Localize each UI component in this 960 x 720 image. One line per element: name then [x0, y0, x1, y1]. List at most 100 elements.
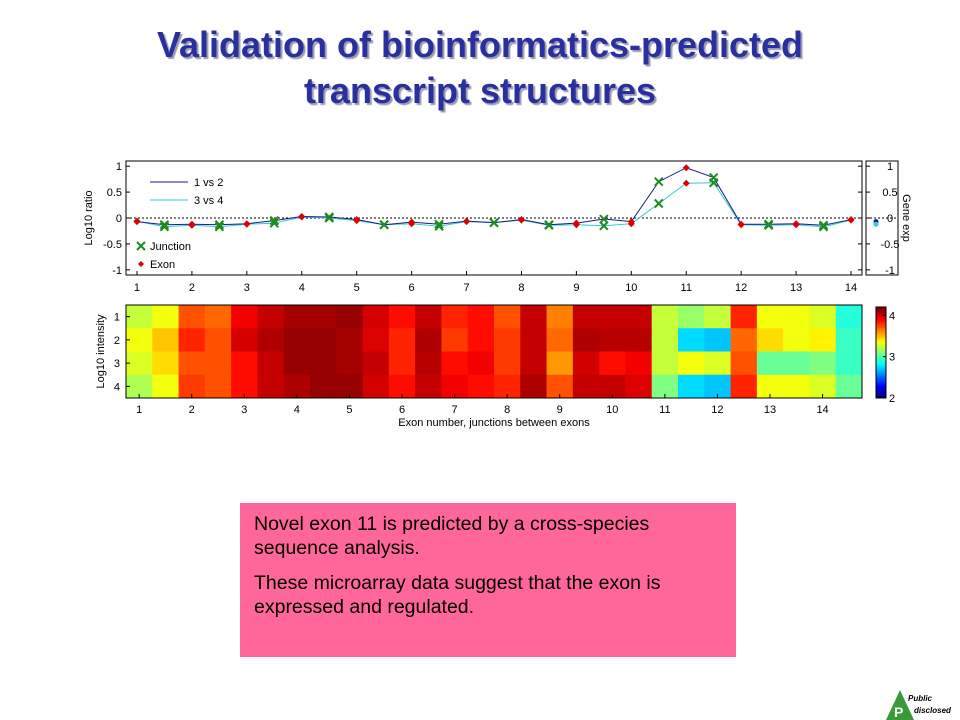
line-plot-legend: 1 vs 2 3 vs 4 Junction Exon: [136, 177, 223, 271]
heatmap-ylabel: Log10 intensity: [95, 314, 107, 388]
heatmap-cell: [441, 374, 469, 399]
callout-box: Novel exon 11 is predicted by a cross-sp…: [240, 503, 736, 657]
line-plot-ytick-label: 0: [116, 213, 122, 225]
slide-title: Validation of bioinformatics-predicted t…: [0, 22, 960, 114]
heatmap-row-label: 2: [114, 335, 120, 347]
colorbar-segment: [876, 391, 886, 394]
exon-marker: [298, 213, 306, 221]
heatmap-cell: [178, 305, 206, 329]
heatmap-cell: [756, 374, 784, 399]
heatmap-xtick-label: 14: [816, 404, 828, 416]
heatmap-cell: [283, 328, 311, 352]
heatmap-cell: [651, 374, 679, 399]
junction-marker: [379, 220, 389, 230]
logo-disclosed-text: disclosed: [914, 706, 951, 715]
heatmap-xlabel: Exon number, junctions between exons: [398, 417, 590, 429]
heatmap-cell: [257, 305, 285, 329]
exon-marker: [627, 220, 635, 228]
junction-marker-stroke: [159, 220, 170, 230]
legend-label-junction: Junction: [150, 241, 191, 253]
colorbar-segment: [876, 347, 886, 351]
heatmap-cell: [678, 328, 705, 352]
legend-label-series-2: 3 vs 4: [194, 195, 223, 207]
heatmap-cell: [310, 374, 337, 399]
heatmap-xtick-label: 5: [346, 404, 352, 416]
heatmap-cell: [231, 305, 258, 329]
colorbar-segment: [876, 338, 886, 342]
heatmap-cell: [809, 374, 837, 399]
heatmap-cell: [809, 328, 837, 352]
line-plot-xtick-label: 9: [573, 282, 579, 294]
heatmap-cell: [704, 351, 731, 376]
heatmap-xtick-label: 3: [241, 404, 247, 416]
heatmap-cell: [336, 305, 363, 329]
heatmap-row-label: 1: [114, 312, 120, 324]
heatmap-cell: [152, 351, 179, 376]
line-plot-ytick-label: 0.5: [107, 187, 122, 199]
junction-marker-stroke: [763, 220, 774, 230]
exon-marker: [243, 220, 251, 228]
colorbar-segment: [876, 379, 886, 383]
heatmap-cell: [520, 305, 547, 329]
side-panel-ytick-label: 0: [887, 213, 893, 225]
side-panel-ytick-label: -1: [885, 265, 895, 277]
colorbar-segment: [876, 318, 886, 322]
line-plot-xtick-label: 4: [299, 282, 305, 294]
heatmap-cell: [783, 374, 810, 399]
colorbar-segment: [876, 309, 886, 313]
heatmap-cell: [467, 374, 495, 399]
junction-marker-stroke: [654, 198, 664, 209]
heatmap-cell: [178, 374, 206, 399]
heatmap-cell: [835, 305, 863, 329]
heatmap-cell: [494, 305, 521, 329]
heatmap-cell: [310, 305, 337, 329]
heatmap-cell: [599, 374, 626, 399]
callout-paragraph-1: Novel exon 11 is predicted by a cross-sp…: [254, 513, 650, 559]
heatmap-cell: [599, 328, 626, 352]
exon-marker: [353, 217, 361, 225]
heatmap-cell: [283, 305, 311, 329]
line-plot-xtick-label: 12: [735, 282, 747, 294]
heatmap-cell: [467, 351, 495, 376]
heatmap-cell: [625, 351, 653, 376]
heatmap-cell: [704, 374, 731, 399]
colorbar-segment: [876, 361, 886, 365]
line-plot-ytick-label: -0.5: [103, 239, 122, 251]
heatmap-cell: [257, 328, 285, 352]
exon-marker: [682, 179, 690, 187]
colorbar-segment: [876, 313, 886, 317]
line-plot-ytick-label: 1: [116, 161, 122, 173]
line-plot-xtick-label: 5: [354, 282, 360, 294]
heatmap-cell: [467, 328, 495, 352]
heatmap-cell: [310, 351, 337, 376]
junction-marker: [654, 177, 664, 187]
junction-marker: [159, 220, 170, 230]
exon-marker: [408, 220, 416, 228]
heatmap-cell: [678, 351, 705, 376]
junction-marker: [818, 220, 829, 230]
junction-marker: [269, 218, 280, 228]
heatmap-cell: [704, 305, 731, 329]
heatmap-cell: [704, 328, 731, 352]
junction-marker: [269, 215, 280, 226]
colorbar-segment: [876, 329, 886, 333]
junction-marker: [708, 178, 719, 188]
junction-marker-stroke: [434, 221, 444, 231]
heatmap-cell: [204, 374, 232, 399]
heatmap-cell: [152, 374, 179, 399]
heatmap-cell: [599, 305, 626, 329]
colorbar-segment: [876, 359, 886, 363]
line-plot-xtick-label: 8: [518, 282, 524, 294]
junction-marker-stroke: [269, 215, 280, 226]
heatmap-frame: [125, 304, 863, 399]
colorbar-segment: [876, 377, 886, 381]
heatmap-cell: [730, 374, 758, 399]
heatmap-cell: [178, 351, 206, 376]
heatmap-cell: [625, 374, 653, 399]
heatmap-cell: [336, 351, 363, 376]
heatmap-cell: [572, 328, 600, 352]
junction-marker: [434, 219, 444, 229]
heatmap-cell: [415, 351, 442, 376]
line-plot-xtick-label: 6: [409, 282, 415, 294]
junction-marker: [214, 220, 225, 230]
